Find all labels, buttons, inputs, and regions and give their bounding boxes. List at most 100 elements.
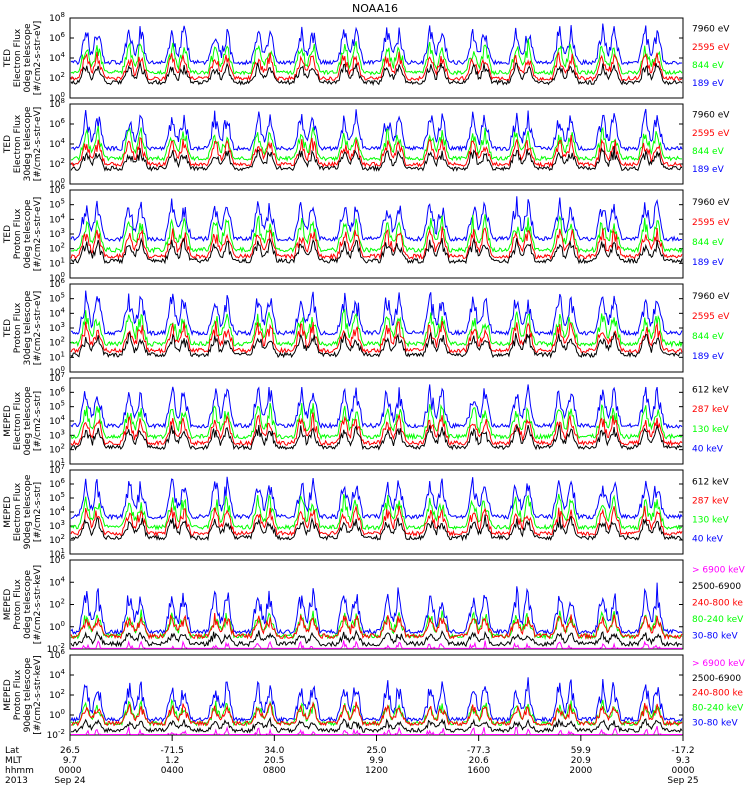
panel-frame <box>69 189 684 279</box>
y-tick-label: 101 <box>49 256 65 269</box>
y-axis-label-line: MEPED <box>3 496 13 528</box>
panel-2: 100 102 104 106 108 TED Electron Flux 30deg tel… <box>3 97 730 190</box>
y-axis-label-line: TED <box>3 319 13 338</box>
y-axis-label-line: [#/cm2-s-str-eV] <box>33 291 43 366</box>
x-tick-label: Sep 25 <box>667 776 698 786</box>
series-trace <box>70 108 683 152</box>
legend-entry: 189 eV <box>692 258 725 268</box>
y-tick-label: 100 <box>49 177 65 190</box>
y-tick-label: 106 <box>49 117 65 130</box>
y-tick-label: 103 <box>49 519 65 532</box>
series-trace <box>70 237 683 265</box>
y-axis-label-line: Electron Flux <box>13 114 23 173</box>
x-row-label: hhmm <box>5 766 34 776</box>
chart-title: NOAA16 <box>352 2 398 15</box>
y-tick-label: 105 <box>49 491 65 504</box>
series-trace <box>70 609 683 641</box>
series-trace <box>70 629 683 648</box>
y-tick-label: 108 <box>49 97 65 110</box>
panel-frame <box>69 283 684 373</box>
y-axis-label: TED Proton Flux 0deg telescope [#/cm2-s-str… <box>3 197 43 272</box>
legend-entry: 130 keV <box>692 425 729 435</box>
legend-entry: 80-240 keV <box>692 704 744 714</box>
series-trace <box>70 514 683 542</box>
y-axis-label: TED Electron Flux 30deg telescope [#/cm2-s-… <box>3 106 43 181</box>
y-axis-label-line: 0deg telescope <box>23 23 33 93</box>
series-trace <box>70 51 683 82</box>
y-axis-label: TED Proton Flux 30deg telescope [#/cm2-s-st… <box>3 290 43 365</box>
x-tick-label: 20.6 <box>469 756 489 766</box>
y-tick-label: 106 <box>49 477 65 490</box>
y-axis-label: MEPED Electron Flux 0deg telescope [#/cm2-s… <box>3 386 43 456</box>
y-tick-label: 102 <box>49 598 65 611</box>
y-tick-label: 106 <box>49 648 65 661</box>
panel-frame <box>69 103 684 185</box>
legend-entry: 2595 eV <box>692 218 730 228</box>
y-axis-label-line: Proton Flux <box>13 579 23 630</box>
y-axis-label-line: [#/cm2-s-str-keV] <box>33 655 43 734</box>
x-tick-label: 0800 <box>263 766 286 776</box>
x-tick-label: 34.0 <box>264 746 284 756</box>
panel-7: 10-2 100 102 104 106 MEPED Proton Flux 0deg tel… <box>3 553 746 655</box>
y-tick-label: 102 <box>49 688 65 701</box>
y-tick-label: 10-2 <box>47 642 65 655</box>
legend-entry: 240-800 ke <box>692 598 743 608</box>
y-tick-label: 104 <box>49 575 65 588</box>
y-axis-label-line: 0deg telescope <box>23 570 33 640</box>
x-tick-label: 20.9 <box>571 756 591 766</box>
y-axis-label-line: [#/cm2-s-str] <box>33 391 43 451</box>
y-axis-label-line: 0deg telescope <box>23 386 33 456</box>
y-tick-label: 106 <box>49 385 65 398</box>
x-tick-label: 1.2 <box>165 756 179 766</box>
y-tick-label: 105 <box>49 198 65 211</box>
y-tick-label: 102 <box>49 443 65 456</box>
y-tick-label: 106 <box>49 31 65 44</box>
y-tick-label: 104 <box>49 414 65 427</box>
y-axis-label: MEPED Proton Flux 90deg telescope [#/cm2-s-… <box>3 655 43 734</box>
y-tick-label: 108 <box>49 11 65 24</box>
x-row-label: MLT <box>5 756 23 766</box>
legend-entry: 7960 eV <box>692 25 730 35</box>
y-axis-label-line: [#/cm2-s-str-eV] <box>33 197 43 272</box>
y-tick-label: 102 <box>49 533 65 546</box>
y-tick-label: 104 <box>49 668 65 681</box>
panel-8: 10-2 100 102 104 106 MEPED Proton Flux 90deg te… <box>3 648 746 741</box>
y-tick-label: 104 <box>49 306 65 319</box>
series-trace <box>70 214 683 254</box>
y-tick-label: 100 <box>49 271 65 284</box>
y-tick-label: 102 <box>49 242 65 255</box>
y-axis-label-line: 30deg telescope <box>23 290 33 365</box>
x-row-label: Lat <box>5 746 20 756</box>
y-axis-label-line: [#/cm2-s-str-eV] <box>33 21 43 96</box>
y-tick-label: 106 <box>49 183 65 196</box>
legend-entry: 40 keV <box>692 444 724 454</box>
y-tick-label: 107 <box>49 463 65 476</box>
y-tick-label: 102 <box>49 336 65 349</box>
series-trace <box>70 62 683 86</box>
y-axis-label-line: MEPED <box>3 589 13 621</box>
y-axis-label-line: Proton Flux <box>13 208 23 259</box>
y-tick-label: 100 <box>49 620 65 633</box>
series-trace <box>70 701 683 727</box>
y-tick-label: 10-2 <box>47 728 65 741</box>
y-axis-label-line: TED <box>3 135 13 154</box>
y-tick-label: 103 <box>49 321 65 334</box>
y-tick-label: 103 <box>49 428 65 441</box>
legend-entry: 844 eV <box>692 61 725 71</box>
series-trace <box>70 493 682 531</box>
legend-entry: 7960 eV <box>692 111 730 121</box>
y-axis-label-line: Electron Flux <box>13 28 23 87</box>
x-tick-label: 9.7 <box>63 756 77 766</box>
series-trace <box>70 196 683 243</box>
series-trace <box>70 716 683 734</box>
series-trace <box>70 677 683 723</box>
legend-entry: 844 eV <box>692 332 725 342</box>
y-tick-label: 101 <box>49 547 65 560</box>
x-tick-label: -77.3 <box>467 746 490 756</box>
legend-entry: 2595 eV <box>692 129 730 139</box>
x-tick-label: 20.5 <box>264 756 284 766</box>
series-trace <box>71 640 682 650</box>
